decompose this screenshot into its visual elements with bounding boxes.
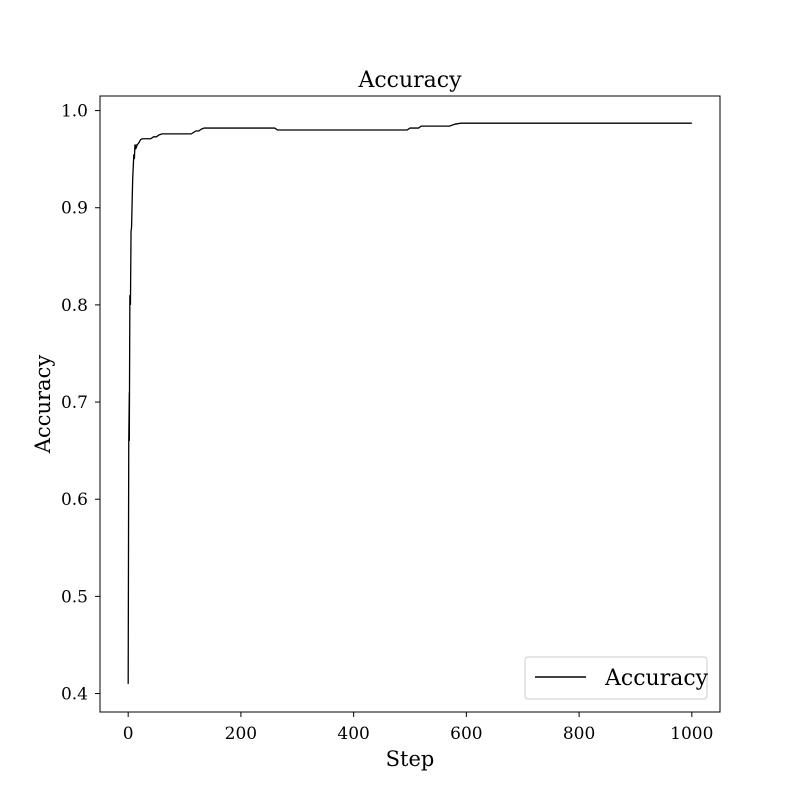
y-tick-label: 0.7: [61, 393, 88, 413]
y-axis: 0.4 0.5 0.6 0.7 0.8 0.9 1.0: [61, 102, 100, 705]
y-tick-label: 0.5: [61, 587, 88, 607]
y-tick-label: 0.8: [61, 296, 88, 316]
x-tick-label: 1000: [670, 724, 713, 744]
chart-title: Accuracy: [357, 68, 462, 93]
y-tick-label: 0.4: [61, 685, 88, 705]
y-axis-label: Accuracy: [31, 355, 55, 455]
y-tick-label: 0.6: [61, 490, 88, 510]
plot-area-frame: [99, 95, 721, 713]
series-layer: [127, 122, 692, 684]
x-tick-label: 0: [123, 724, 134, 744]
legend-label: Accuracy: [604, 666, 709, 691]
x-tick-label: 400: [337, 724, 369, 744]
x-tick-label: 600: [450, 724, 482, 744]
x-tick-label: 800: [563, 724, 595, 744]
y-tick-label: 1.0: [61, 102, 88, 122]
x-axis: 0 200 400 600 800 1000: [123, 712, 713, 744]
legend-box: [524, 656, 708, 700]
x-tick-label: 200: [225, 724, 257, 744]
x-axis-label: Step: [386, 747, 435, 771]
series-line-accuracy: [127, 122, 692, 684]
y-tick-label: 0.9: [61, 199, 88, 219]
legend: Accuracy: [524, 656, 709, 700]
